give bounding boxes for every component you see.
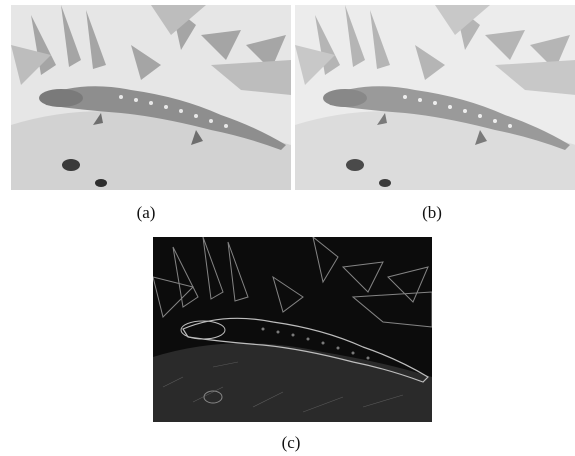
caption-c: (c) xyxy=(281,433,301,452)
gecko-edge-map xyxy=(153,237,432,422)
gecko-photo-light xyxy=(11,5,291,190)
caption-a: (a) xyxy=(136,203,156,222)
panel-a-image xyxy=(11,5,291,190)
gecko-photo-hazy xyxy=(295,5,575,190)
caption-b: (b) xyxy=(422,203,442,222)
panel-b-image xyxy=(295,5,575,190)
panel-c-image xyxy=(153,237,432,422)
